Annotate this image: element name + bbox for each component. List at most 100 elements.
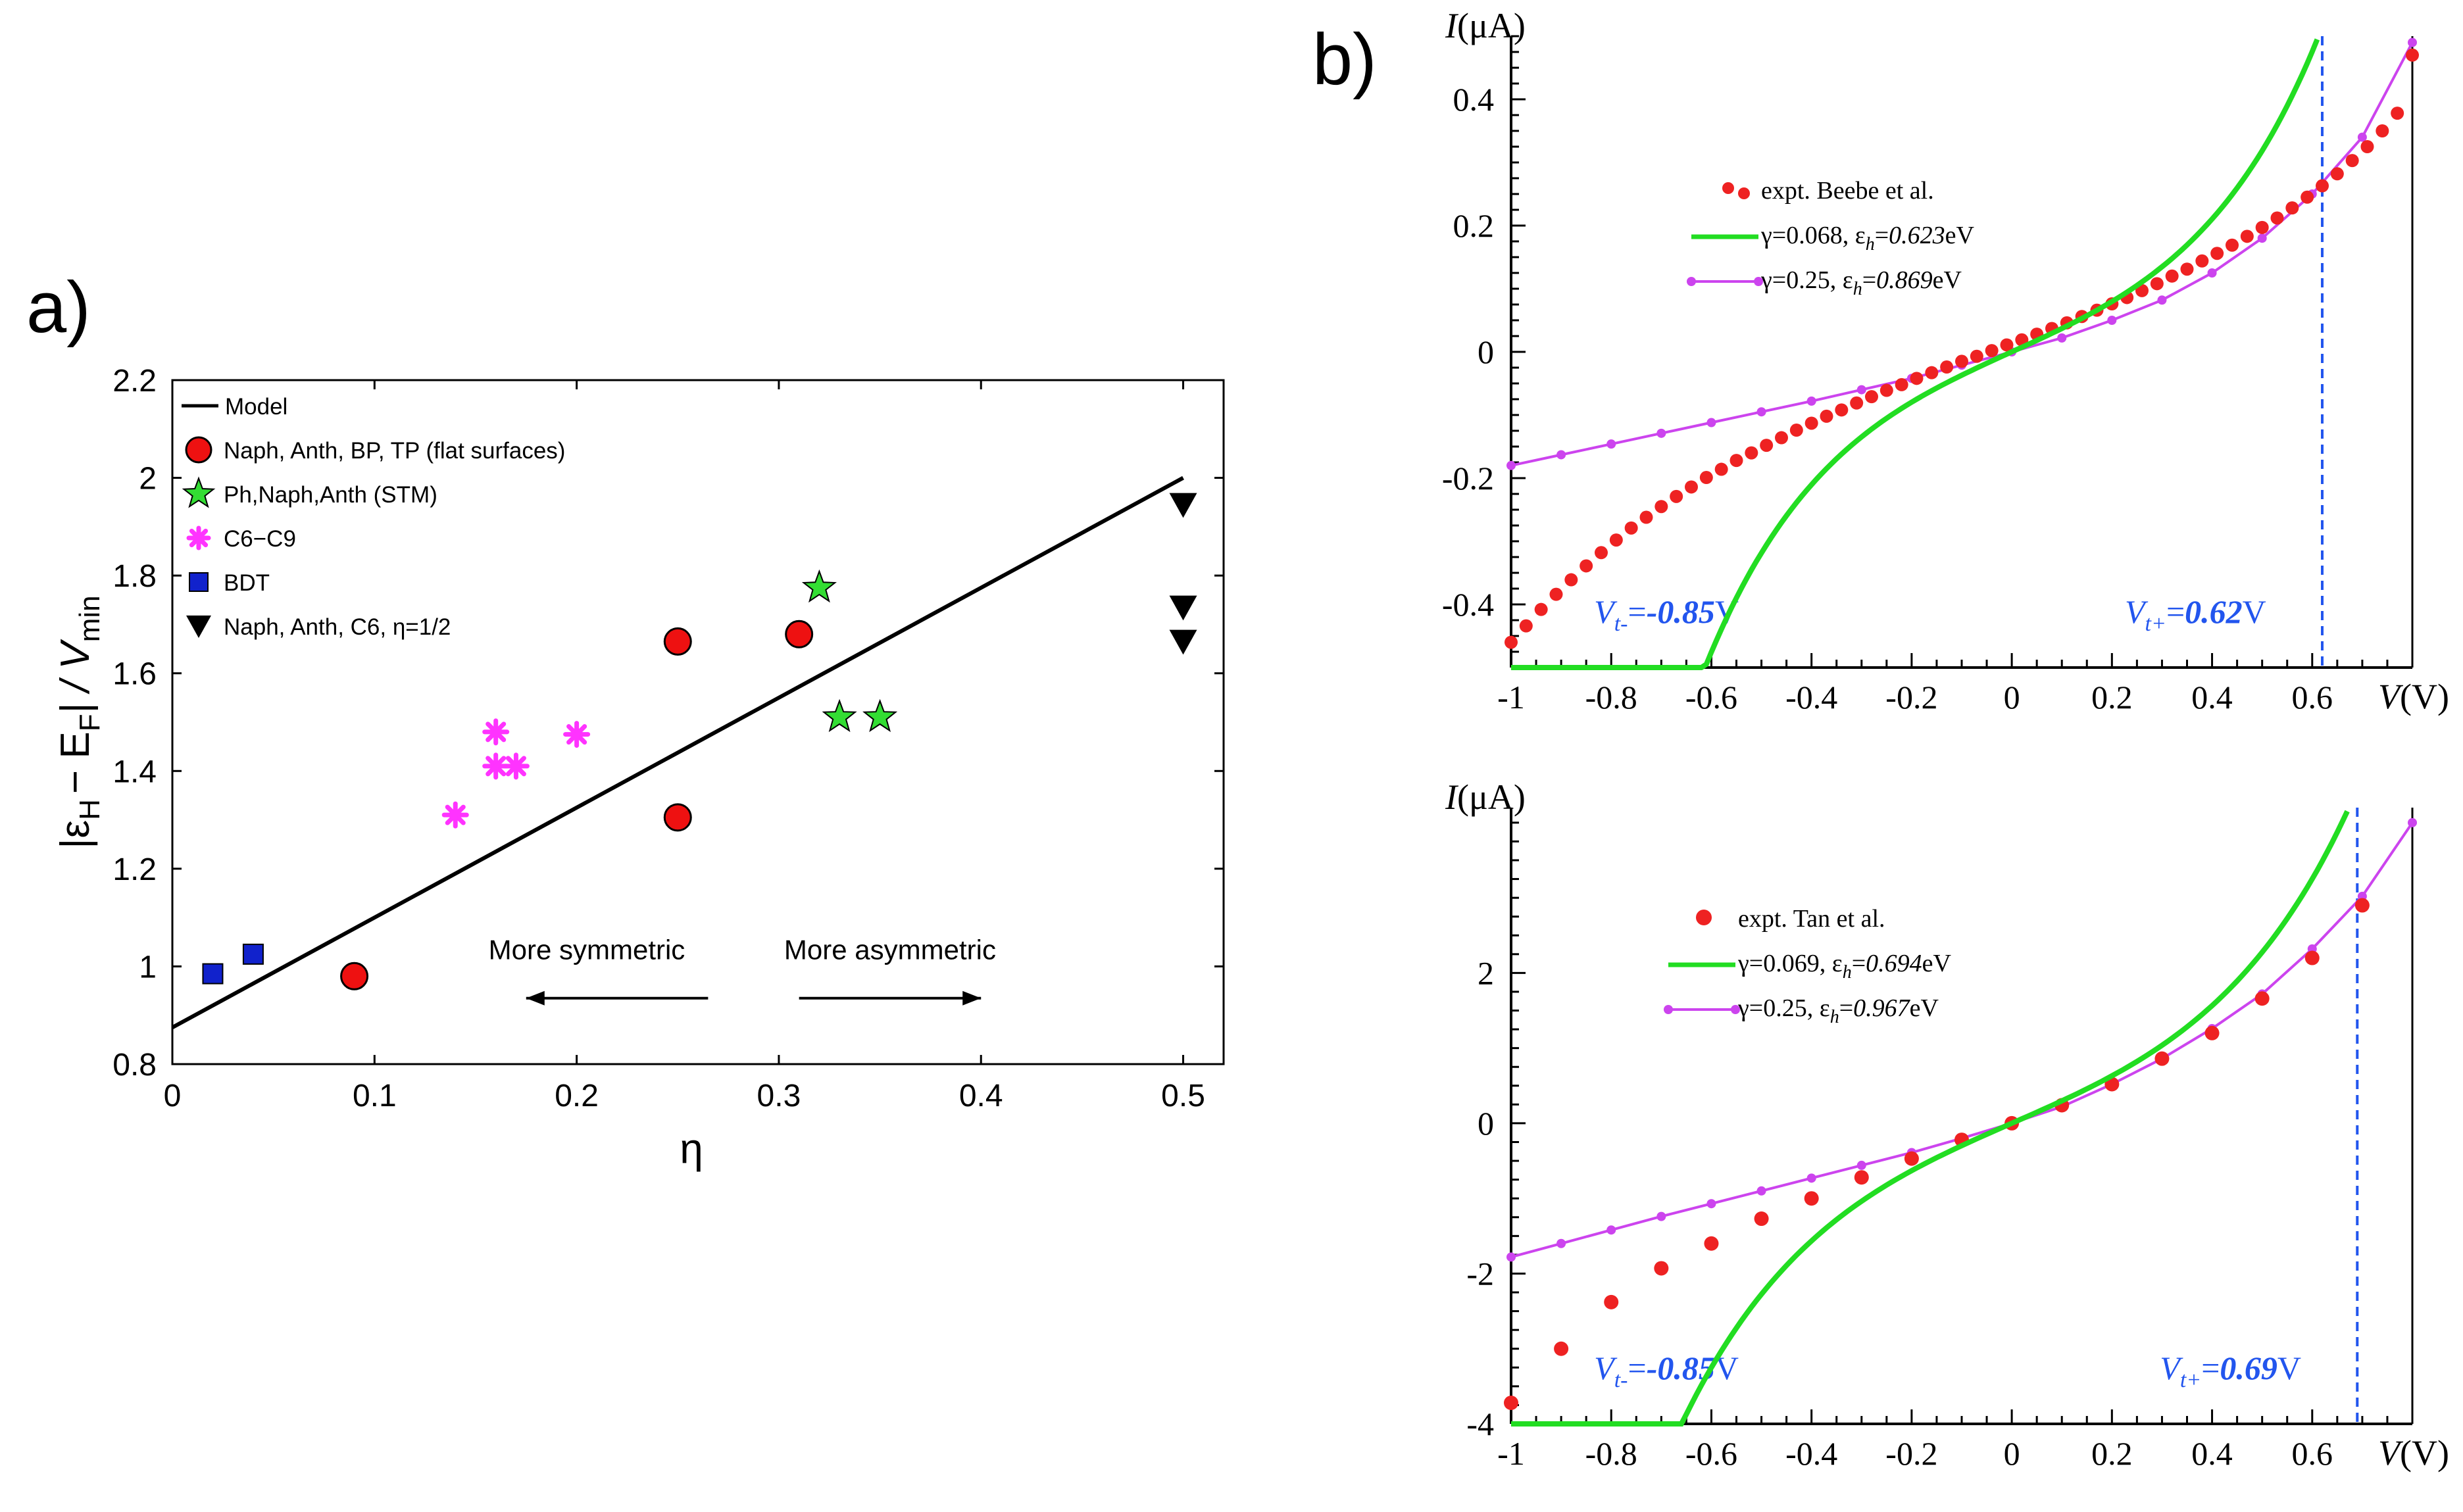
b2-experiment-dot <box>1504 1396 1518 1411</box>
chart-b-bottom-iv-curve: -1 -0.8 -0.6 -0.4 -0.2 0 0.2 0.4 0.6-4-202V(V)I(… <box>1445 777 2449 1473</box>
b2-xtick-label: -0.4 <box>1785 1435 1837 1472</box>
b1-magenta-model-dot <box>2057 333 2067 343</box>
a-series-star-point <box>801 569 837 603</box>
a-xtick-label: 0.5 <box>1161 1079 1205 1113</box>
b1-experiment-dot <box>2270 211 2284 225</box>
a-ylabel: |εH − EF| / Vmin <box>53 595 106 848</box>
a-ylabel-sub: F <box>74 714 106 731</box>
b2-ytick-label: 2 <box>1478 954 1494 991</box>
b1-legend-label-unit: eV <box>1945 222 1975 249</box>
a-annotation-arrow-head <box>526 990 545 1006</box>
a-legend-marker <box>185 436 212 464</box>
b2-experiment-dot <box>1554 1341 1569 1356</box>
b2-ytick-label: 0 <box>1478 1105 1494 1142</box>
b2-magenta-model-dot <box>1506 1252 1516 1262</box>
b2-threshold-label: Vt+=0.69V <box>2160 1350 2301 1392</box>
a-annotation-arrow-head <box>962 990 982 1006</box>
b2-experiment-dot <box>2354 898 2370 913</box>
a-series-asterisk-point-stroke <box>505 756 526 777</box>
a-ytick-label: 0.8 <box>112 1048 157 1083</box>
b1-threshold-label-value: 0.62 <box>2185 593 2243 630</box>
a-series-asterisk-point <box>482 718 510 746</box>
b1-experiment-dot <box>2376 124 2389 137</box>
b2-legend-label-unit: eV <box>1922 950 1952 977</box>
b1-legend-marker <box>1687 277 1696 286</box>
a-xtick-label: 0 <box>164 1079 182 1113</box>
b1-magenta-model-dot <box>2257 233 2267 243</box>
b1-legend-label-value: 0.869 <box>1876 266 1933 294</box>
b2-xtick-label: 0 <box>2004 1435 2020 1472</box>
b1-threshold-label: Vt+=0.62V <box>2125 593 2266 636</box>
a-legend-marker <box>186 615 211 639</box>
b1-ytick-label: -0.4 <box>1442 586 1494 623</box>
a-ylabel-part: − E <box>53 731 98 794</box>
b1-xtick-label: 0.4 <box>2191 679 2233 716</box>
b1-xtick-label: -0.8 <box>1585 679 1637 716</box>
a-ylabel-part: | / V <box>53 639 98 714</box>
b1-threshold-label-eq: = <box>2166 593 2185 630</box>
a-series-triangle-point <box>1169 493 1197 518</box>
b1-experiment-dot <box>2330 167 2344 181</box>
b2-legend-marker <box>1664 1005 1673 1014</box>
b1-legend-label-sub: h <box>1866 234 1875 255</box>
b1-threshold-label-unit: V <box>2243 593 2266 630</box>
b1-legend-label-value: 0.623 <box>1889 222 1945 249</box>
b1-magenta-model-dot <box>2207 268 2217 278</box>
a-ylabel-sub: H <box>74 799 106 820</box>
b1-magenta-model-dot <box>2408 37 2417 47</box>
b1-experiment-dot <box>2000 338 2014 352</box>
b1-experiment-dot <box>2255 220 2269 234</box>
a-series-circle-point <box>663 627 692 656</box>
b1-experiment-dot <box>1670 489 1683 503</box>
b1-xtick-label: 0.6 <box>2292 679 2333 716</box>
b1-threshold-label-var: V <box>1594 593 1618 630</box>
a-model-line <box>171 476 1184 1029</box>
b1-experiment-dot <box>2195 254 2209 268</box>
b1-experiment-dot <box>2240 230 2254 243</box>
b2-threshold-label-var: V <box>2160 1350 2183 1386</box>
a-xtick-label: 0.1 <box>353 1079 397 1113</box>
b1-experiment-dot <box>1609 533 1623 547</box>
b1-magenta-model-dot <box>2357 132 2367 142</box>
b1-experiment-dot <box>1850 396 1864 410</box>
b1-legend-label-unit: eV <box>1933 266 1962 294</box>
b1-ytick-label: 0.2 <box>1453 207 1495 244</box>
b2-threshold-label-eq: = <box>1628 1350 1646 1386</box>
b1-experiment-dot <box>2180 262 2194 276</box>
b2-threshold-label-unit: V <box>2277 1350 2301 1386</box>
b1-magenta-model-dot <box>1556 450 1566 460</box>
b2-threshold-label-eq: = <box>2201 1350 2220 1386</box>
b1-xtick-label: -0.4 <box>1785 679 1837 716</box>
b2-xtick-label: 0.6 <box>2292 1435 2333 1472</box>
b1-legend-marker <box>1738 187 1750 199</box>
b1-legend-label: γ=0.068, εh=0.623eV <box>1760 222 1974 255</box>
b1-ylabel: I(μA) <box>1445 6 1526 45</box>
b2-xtick-label: -0.2 <box>1885 1435 1937 1472</box>
b1-ytick-label: 0.4 <box>1453 81 1495 118</box>
b1-experiment-dot <box>1714 462 1728 476</box>
a-ytick-label: 2.2 <box>112 364 157 399</box>
b2-ylabel: I(μA) <box>1445 777 1526 817</box>
b1-xlabel-unit: (V) <box>2400 677 2449 716</box>
b1-legend-label: γ=0.25, εh=0.869eV <box>1760 266 1962 299</box>
b1-xtick-label: -1 <box>1497 679 1525 716</box>
a-ytick-label: 1.2 <box>112 852 157 887</box>
b1-experiment-dot <box>1865 390 1878 404</box>
b2-threshold-label-var: V <box>1594 1350 1618 1386</box>
b1-experiment-dot <box>1879 383 1893 397</box>
b1-experiment-dot <box>1699 471 1713 485</box>
b2-legend-marker <box>1731 1005 1740 1014</box>
a-series-asterisk-point-stroke <box>485 721 507 743</box>
b1-experiment-dot <box>1595 546 1608 560</box>
b1-magenta-model-dot <box>1706 418 1716 427</box>
b1-magenta-model-line <box>1510 41 2414 467</box>
a-ytick-label: 2 <box>139 462 157 497</box>
b1-experiment-dot <box>1729 454 1743 468</box>
b1-experiment-dot <box>2360 140 2374 153</box>
b1-threshold-label-sub: t- <box>1614 612 1628 636</box>
a-series-asterisk-point-stroke <box>485 756 507 777</box>
a-xtick-label: 0.2 <box>555 1079 599 1113</box>
a-series-circle-point <box>340 962 369 990</box>
b1-experiment-dot <box>1775 431 1788 445</box>
b2-magenta-model-line <box>1510 821 2414 1259</box>
